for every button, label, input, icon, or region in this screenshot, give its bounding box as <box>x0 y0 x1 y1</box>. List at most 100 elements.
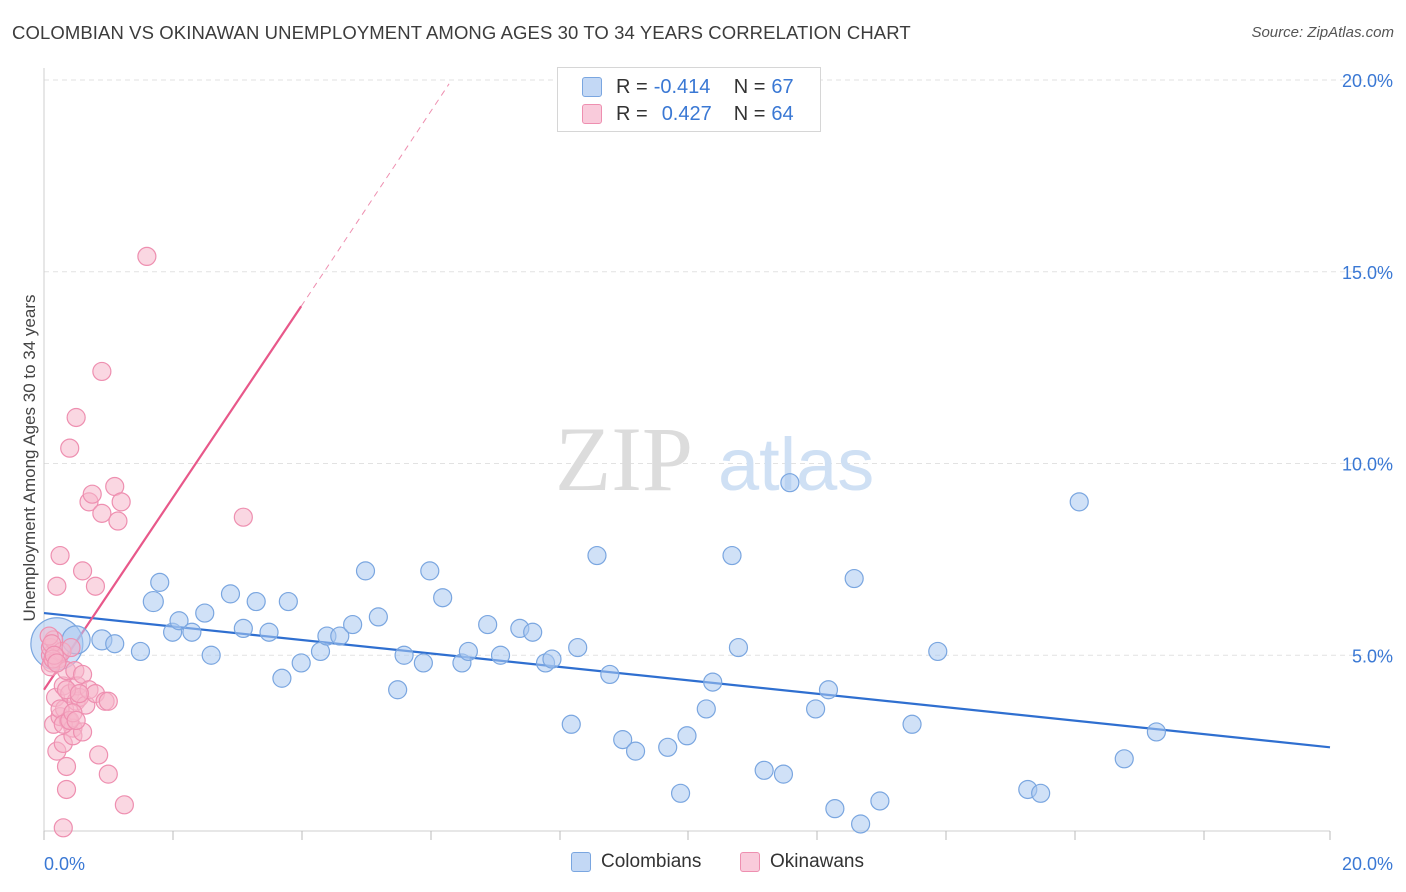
okinawan-point <box>98 691 118 711</box>
okinawan-point <box>233 507 253 527</box>
colombian-point <box>658 737 678 757</box>
okinawan-point <box>60 438 80 458</box>
colombian-point <box>600 664 620 685</box>
y-tick-label: 5.0% <box>1352 646 1393 666</box>
legend-row-okinawans: R = 0.427 N = 64 <box>582 102 794 126</box>
colombian-point <box>420 561 440 581</box>
okinawan-point <box>114 795 134 815</box>
colombian-point <box>182 622 202 642</box>
y-tick-label: 15.0% <box>1342 263 1393 283</box>
data-points <box>30 246 1166 838</box>
gridlines <box>44 79 1392 656</box>
colombian-point <box>142 590 164 613</box>
legend-n-label: N = <box>733 75 766 98</box>
colombian-point <box>696 699 716 719</box>
legend-n-label: N = <box>733 102 766 125</box>
colombian-point <box>523 622 543 642</box>
colombian-point <box>343 614 363 635</box>
series-legend-colombians: Colombians <box>571 851 701 873</box>
colombian-point <box>677 726 697 746</box>
colombian-point <box>233 618 253 639</box>
colombian-point <box>1069 492 1089 512</box>
colombian-point <box>703 672 723 692</box>
series-swatch-colombians <box>571 852 591 872</box>
colombian-point <box>1031 783 1051 803</box>
okinawan-point <box>98 764 118 784</box>
colombian-point <box>291 653 311 673</box>
colombian-point <box>272 668 292 688</box>
legend-r-value-okinawans: 0.427 <box>661 102 712 125</box>
series-legend-okinawans: Okinawans <box>740 851 864 873</box>
colombian-point <box>825 799 845 819</box>
colombian-point <box>542 649 562 669</box>
x-tick-label: 0.0% <box>44 854 85 874</box>
okinawan-point <box>47 576 67 596</box>
watermark-zip: ZIP <box>555 408 693 510</box>
colombian-point <box>754 760 774 780</box>
colombian-point <box>130 641 151 662</box>
colombian-point <box>413 653 433 673</box>
source-label: Source: ZipAtlas.com <box>1251 24 1394 41</box>
okinawan-point <box>56 779 77 800</box>
legend-r-value-colombians: -0.414 <box>653 75 711 98</box>
colombian-point <box>818 680 839 700</box>
colombian-point <box>458 641 478 662</box>
okinawans-trend-extension <box>300 83 450 307</box>
okinawan-point <box>66 407 86 428</box>
okinawan-point <box>47 653 67 673</box>
colombian-point <box>587 545 607 566</box>
colombian-point <box>105 634 125 654</box>
colombian-point <box>773 764 794 784</box>
colombian-point <box>490 645 511 665</box>
colombian-point <box>844 568 864 589</box>
okinawan-point <box>108 511 128 531</box>
colombian-point <box>902 714 922 734</box>
colombian-point <box>246 591 266 612</box>
legend-row-colombians: R = -0.414 N = 67 <box>582 75 794 99</box>
correlation-legend: R = -0.414 N = 67 R = 0.427 N = 64 <box>557 67 821 132</box>
series-label-colombians: Colombians <box>601 851 702 872</box>
legend-swatch-okinawans <box>582 104 602 124</box>
okinawan-point <box>89 745 109 765</box>
axes <box>43 68 1331 840</box>
okinawan-point <box>82 484 102 504</box>
okinawan-point <box>53 818 73 838</box>
okinawan-point <box>85 576 106 596</box>
colombian-point <box>851 814 871 834</box>
colombian-point <box>670 783 691 803</box>
colombian-point <box>568 637 588 658</box>
series-swatch-okinawans <box>740 852 760 872</box>
okinawan-point <box>66 710 86 731</box>
colombian-point <box>394 645 414 665</box>
y-tick-label: 10.0% <box>1342 455 1393 475</box>
colombian-point <box>1114 749 1134 769</box>
colombian-point <box>928 641 948 662</box>
colombian-point <box>278 591 298 612</box>
okinawan-point <box>72 561 93 581</box>
colombian-point <box>355 561 376 581</box>
okinawan-point <box>50 545 70 566</box>
trend-lines <box>43 83 1331 749</box>
okinawan-point <box>56 756 77 777</box>
okinawan-point <box>137 246 157 267</box>
colombian-point <box>1146 722 1166 742</box>
okinawan-point <box>92 503 112 523</box>
colombian-point <box>625 741 646 761</box>
colombian-point <box>805 699 826 719</box>
colombian-point <box>478 614 498 635</box>
tick-labels: 5.0% 10.0% 15.0% 20.0% 0.0% 20.0% <box>44 71 1393 874</box>
okinawans-trend-line <box>43 305 303 691</box>
colombian-point <box>150 572 170 592</box>
colombian-point <box>195 603 215 623</box>
legend-swatch-colombians <box>582 77 602 97</box>
colombian-point <box>388 680 408 700</box>
legend-r-label: R = <box>616 75 648 98</box>
watermark: ZIP atlas <box>555 408 874 510</box>
colombian-point <box>433 588 453 608</box>
chart-title: COLOMBIAN VS OKINAWAN UNEMPLOYMENT AMONG… <box>12 22 911 43</box>
colombian-point <box>561 714 581 734</box>
legend-r-label: R = <box>616 102 648 125</box>
colombian-point <box>613 730 633 750</box>
colombian-point <box>330 626 350 646</box>
